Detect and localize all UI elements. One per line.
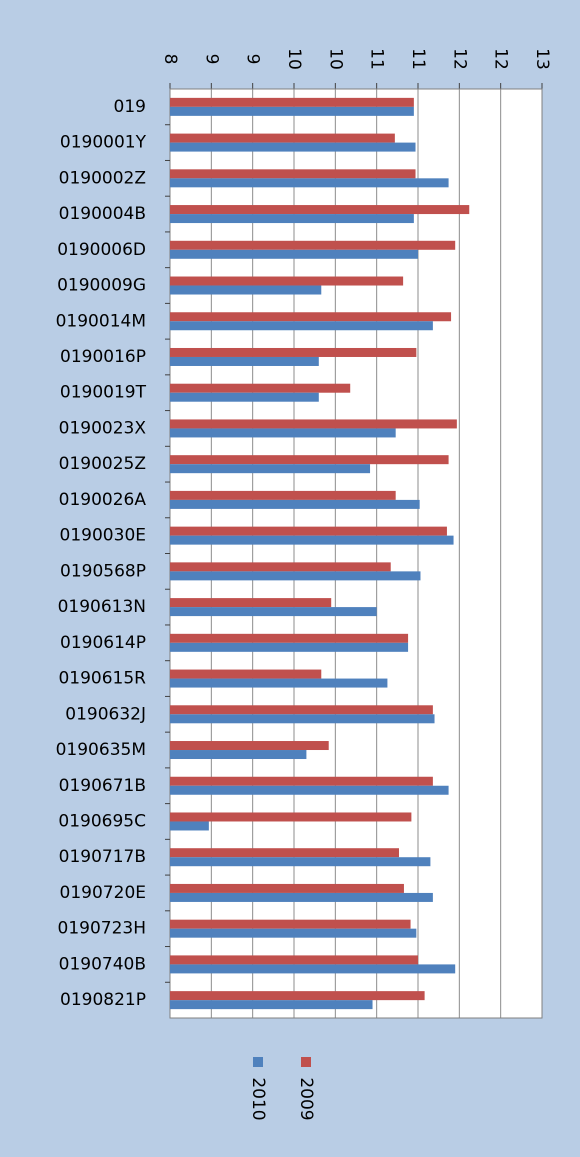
- legend-label: 2009: [296, 1077, 316, 1120]
- category-label: 0190695C: [58, 811, 146, 831]
- bar-2009: [170, 277, 403, 286]
- bar-2010: [170, 679, 387, 688]
- category-label: 0190671B: [59, 776, 146, 796]
- category-label: 0190001Y: [60, 133, 147, 153]
- category-label: 0190019T: [60, 383, 147, 403]
- bar-2010: [170, 821, 209, 830]
- bar-2010: [170, 786, 449, 795]
- legend-label: 2010: [248, 1077, 268, 1120]
- bar-2009: [170, 384, 350, 393]
- bar-2010: [170, 393, 319, 402]
- bar-2009: [170, 419, 457, 428]
- bar-2010: [170, 929, 416, 938]
- x-tick-label: 11: [408, 48, 428, 70]
- bar-2009: [170, 527, 447, 536]
- x-tick-label: 9: [243, 54, 263, 65]
- category-label: 0190004B: [59, 204, 146, 224]
- bar-2010: [170, 750, 306, 759]
- bar-2009: [170, 205, 469, 214]
- bar-2010: [170, 178, 449, 187]
- x-tick-label: 13: [532, 48, 552, 70]
- category-label: 0190740B: [59, 954, 146, 974]
- bar-2010: [170, 607, 377, 616]
- bar-2010: [170, 536, 454, 545]
- category-label: 0190821P: [60, 990, 146, 1010]
- category-label: 0190014M: [56, 311, 146, 331]
- bar-2009: [170, 98, 414, 107]
- category-label: 0190002Z: [59, 168, 146, 188]
- bar-2009: [170, 741, 329, 750]
- bar-2009: [170, 598, 331, 607]
- bar-2010: [170, 643, 408, 652]
- bar-2010: [170, 357, 319, 366]
- bar-2010: [170, 286, 321, 295]
- bar-2009: [170, 884, 404, 893]
- x-tick-label: 9: [201, 54, 221, 65]
- x-tick-label: 10: [325, 48, 345, 70]
- bar-2010: [170, 1000, 373, 1009]
- category-label: 0190717B: [59, 847, 146, 867]
- x-tick-label: 12: [491, 48, 511, 70]
- bar-2010: [170, 964, 455, 973]
- bar-2009: [170, 312, 451, 321]
- bar-2009: [170, 348, 416, 357]
- legend-swatch: [301, 1057, 311, 1067]
- x-tick-label: 11: [367, 48, 387, 70]
- category-label: 0190568P: [60, 561, 146, 581]
- bar-2009: [170, 134, 395, 143]
- bar-2010: [170, 714, 435, 723]
- bar-2010: [170, 500, 420, 509]
- bar-2009: [170, 670, 321, 679]
- bar-2009: [170, 241, 455, 250]
- category-label: 0190632J: [65, 704, 146, 724]
- bar-2010: [170, 321, 433, 330]
- bar-2009: [170, 848, 399, 857]
- category-label: 0190720E: [60, 883, 146, 903]
- bar-2009: [170, 812, 411, 821]
- category-label: 0190025Z: [59, 454, 146, 474]
- category-label: 0190006D: [57, 240, 146, 260]
- bar-2009: [170, 777, 433, 786]
- x-tick-label: 10: [284, 48, 304, 70]
- category-label: 0190635M: [56, 740, 146, 760]
- category-label: 0190016P: [60, 347, 146, 367]
- plot-area: [170, 89, 542, 1018]
- category-label: 0190613N: [58, 597, 146, 617]
- bar-2010: [170, 571, 420, 580]
- category-label: 0190723H: [58, 919, 147, 939]
- bar-2009: [170, 634, 408, 643]
- category-label: 0190026A: [59, 490, 147, 510]
- bar-2010: [170, 143, 416, 152]
- bar-2009: [170, 705, 433, 714]
- bar-2010: [170, 857, 430, 866]
- category-label: 0190614P: [60, 633, 146, 653]
- bar-2010: [170, 428, 396, 437]
- bar-2009: [170, 562, 391, 571]
- bar-2009: [170, 955, 418, 964]
- category-label: 0190030E: [60, 526, 146, 546]
- bar-2009: [170, 920, 411, 929]
- category-label: 0190009G: [57, 276, 146, 296]
- bar-2010: [170, 214, 414, 223]
- bar-2010: [170, 893, 433, 902]
- bar-2009: [170, 455, 449, 464]
- category-label: 0190023X: [59, 418, 147, 438]
- legend-swatch: [253, 1057, 263, 1067]
- bar-2010: [170, 107, 414, 116]
- category-label: 019: [114, 97, 146, 117]
- bar-2010: [170, 464, 370, 473]
- x-tick-label: 8: [160, 54, 180, 65]
- bar-2009: [170, 491, 396, 500]
- bar-2010: [170, 250, 418, 259]
- bar-2009: [170, 169, 416, 178]
- bar-2009: [170, 991, 425, 1000]
- category-label: 0190615R: [58, 669, 146, 689]
- x-tick-label: 12: [449, 48, 469, 70]
